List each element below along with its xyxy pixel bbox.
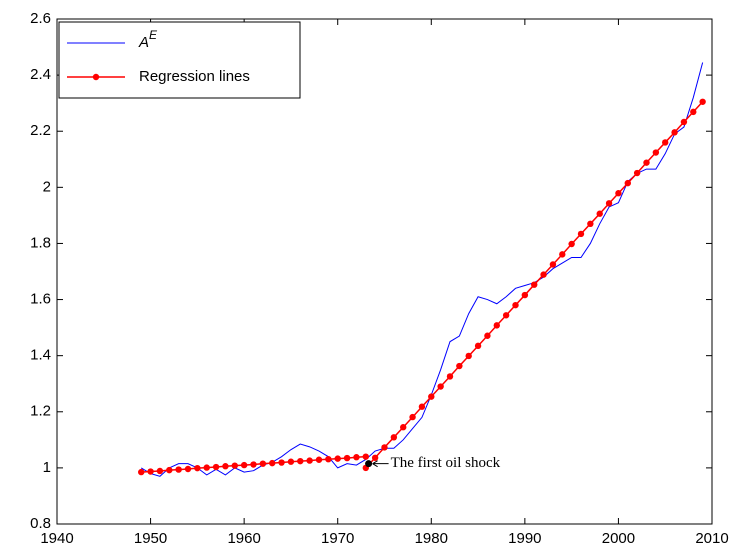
series-marker xyxy=(287,458,295,465)
series-marker xyxy=(587,220,594,228)
series-marker xyxy=(690,108,697,116)
series-marker xyxy=(203,464,210,471)
legend-box xyxy=(58,21,301,99)
series-marker xyxy=(484,332,491,339)
legend-label-superscript: E xyxy=(149,28,158,42)
series-marker xyxy=(259,460,267,467)
y-tick-label: 2.4 xyxy=(30,66,51,83)
annotation-arrow xyxy=(372,460,389,468)
x-tick-label: 1960 xyxy=(227,530,260,547)
x-tick-label: 2010 xyxy=(695,530,728,547)
series-marker xyxy=(456,362,463,370)
y-tick-label: 2.2 xyxy=(30,122,51,139)
x-tick-label: 2000 xyxy=(602,530,635,547)
series-marker xyxy=(577,230,585,238)
y-tick-label: 2.6 xyxy=(30,10,51,27)
series-marker xyxy=(175,466,182,473)
y-tick-label: 0.8 xyxy=(30,515,51,532)
series-marker xyxy=(325,455,332,463)
series-marker xyxy=(212,463,220,471)
series-marker xyxy=(418,403,426,410)
plot-frame xyxy=(56,18,713,525)
series-marker xyxy=(306,457,313,464)
y-tick-label: 1 xyxy=(43,459,51,476)
series-marker xyxy=(699,98,706,105)
series-marker xyxy=(147,468,154,475)
series-marker xyxy=(343,454,351,462)
series-marker xyxy=(315,456,323,463)
y-tick-label: 1.6 xyxy=(30,291,51,308)
x-tick-label: 1940 xyxy=(40,530,73,547)
series-marker xyxy=(549,261,557,268)
series-marker xyxy=(531,281,538,288)
series-marker xyxy=(278,459,285,466)
series-marker xyxy=(474,342,482,350)
series-marker xyxy=(521,291,529,299)
series-marker xyxy=(297,457,304,465)
x-tick-label: 1950 xyxy=(134,530,167,547)
series-marker xyxy=(633,169,641,177)
y-tick-label: 1.2 xyxy=(30,403,51,420)
series-marker xyxy=(502,312,510,319)
series-marker xyxy=(409,413,416,421)
series-marker xyxy=(428,393,435,400)
legend-label: AE xyxy=(138,28,158,51)
series-marker xyxy=(596,210,603,217)
annotation-point xyxy=(365,460,373,468)
series-marker xyxy=(269,459,276,467)
series-marker xyxy=(643,159,650,166)
series-marker xyxy=(138,468,145,476)
y-tick-label: 1.4 xyxy=(30,347,51,364)
series-marker xyxy=(371,454,379,461)
series-marker xyxy=(446,373,454,380)
series-marker xyxy=(194,464,201,472)
series-marker xyxy=(362,453,369,460)
series-marker xyxy=(615,190,622,197)
series-marker xyxy=(222,463,229,470)
series-marker xyxy=(437,383,444,390)
series-marker xyxy=(671,129,678,136)
series-marker xyxy=(680,118,688,126)
series-marker xyxy=(166,466,173,474)
series-marker xyxy=(381,444,388,451)
series-marker xyxy=(568,240,575,248)
series-marker xyxy=(184,465,192,473)
y-tick-label: 1.8 xyxy=(30,234,51,251)
series-marker xyxy=(231,462,238,469)
series-marker xyxy=(390,434,398,441)
series-marker xyxy=(540,271,547,278)
series-marker xyxy=(624,179,631,187)
x-tick-label: 1980 xyxy=(415,530,448,547)
legend-label: Regression lines xyxy=(139,68,250,85)
legend-label-name: A xyxy=(138,34,149,51)
series-marker xyxy=(400,424,407,431)
series-marker xyxy=(559,251,566,258)
series-marker xyxy=(493,322,500,329)
series-marker xyxy=(353,454,360,461)
y-tick-label: 2 xyxy=(43,178,51,195)
annotation-text: The first oil shock xyxy=(391,455,501,471)
series-marker xyxy=(240,461,248,469)
series-marker xyxy=(465,352,472,360)
series-marker xyxy=(250,461,257,468)
x-tick-label: 1970 xyxy=(321,530,354,547)
series-marker xyxy=(512,301,519,309)
series-marker xyxy=(605,200,613,207)
series-marker xyxy=(334,455,341,462)
x-tick-label: 1990 xyxy=(508,530,541,547)
legend-label-name: Regression lines xyxy=(139,68,250,85)
series-marker xyxy=(156,467,164,475)
series-marker xyxy=(662,139,669,146)
legend-marker xyxy=(92,73,100,81)
series-marker xyxy=(652,149,660,156)
